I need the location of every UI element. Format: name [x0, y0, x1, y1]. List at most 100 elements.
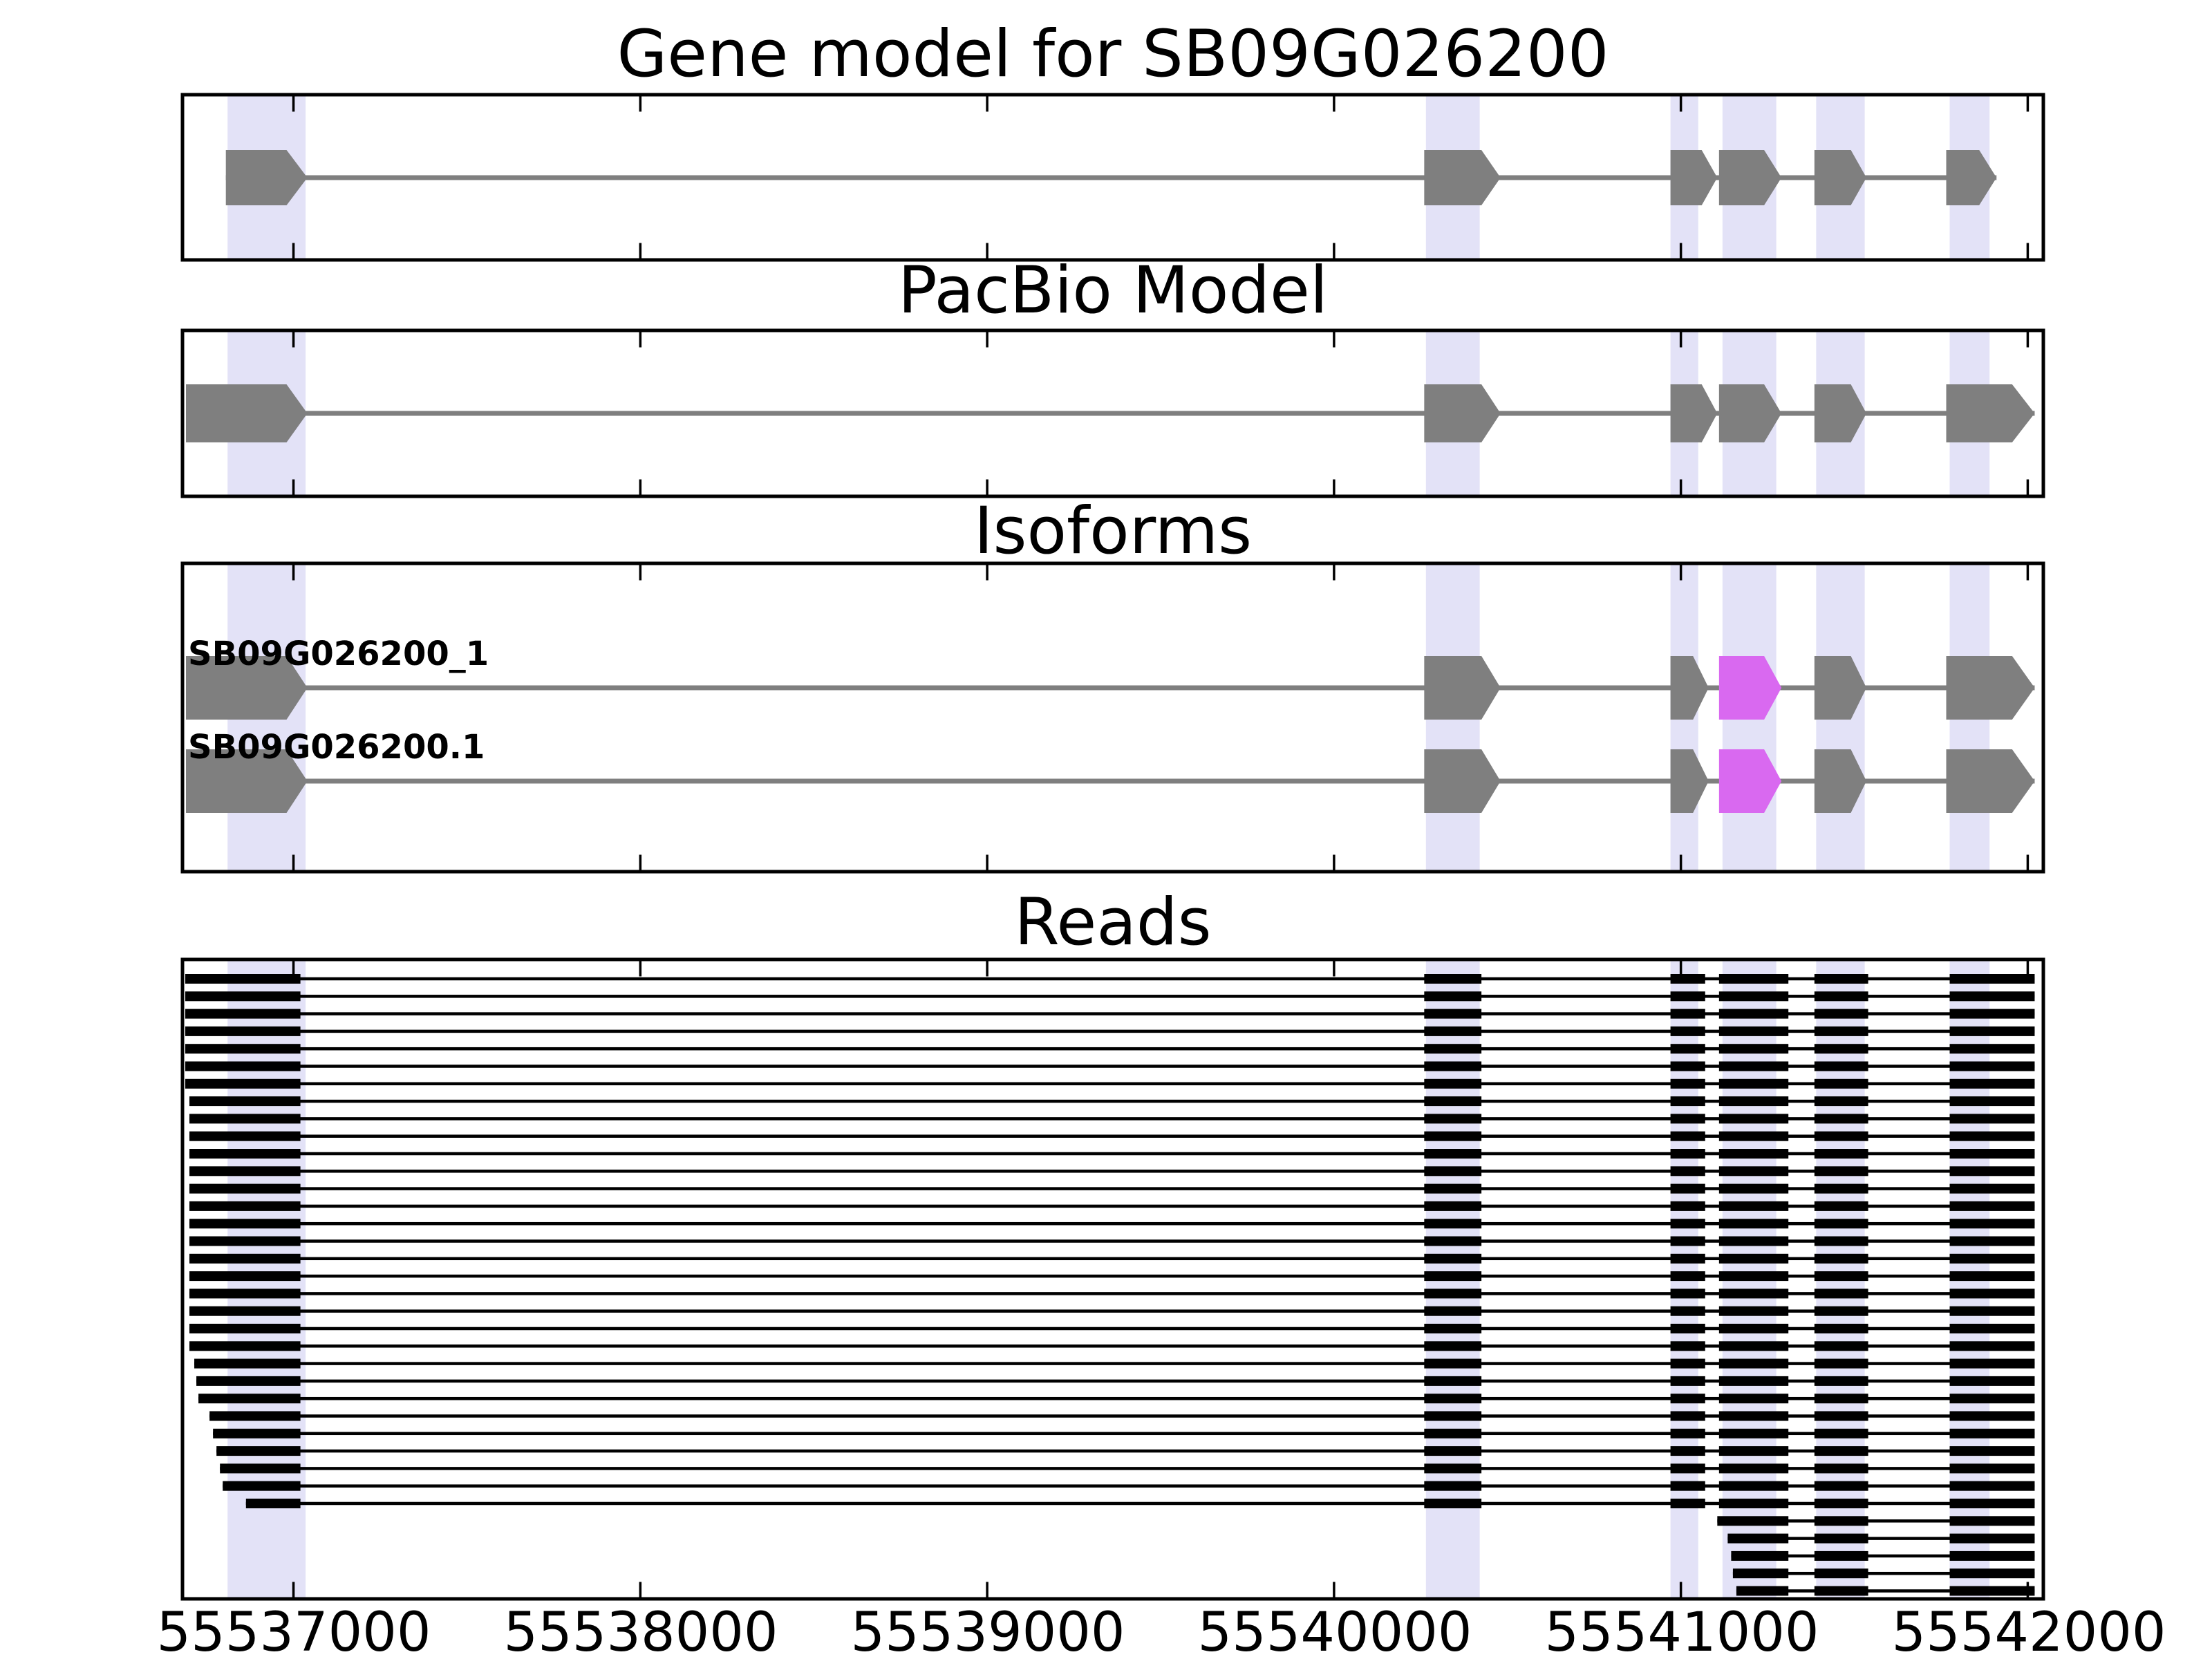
read-exon-block	[1814, 1446, 1868, 1456]
read-line	[185, 995, 2035, 998]
read-exon-block	[1949, 1463, 2035, 1474]
read-exon-block	[1670, 1306, 1705, 1316]
read-exon-block	[1424, 1078, 1482, 1089]
read-exon-block	[1949, 1026, 2035, 1036]
read-exon-block	[1670, 1061, 1705, 1071]
read-exon-block	[1718, 1341, 1789, 1351]
read-exon-block	[1949, 1446, 2035, 1456]
read-exon-block	[1718, 1253, 1789, 1264]
read-exon-block	[1670, 991, 1705, 1002]
exon-shape	[1718, 384, 1782, 442]
read-exon-block	[1718, 1061, 1789, 1071]
read-exon-block	[1718, 1149, 1789, 1159]
read-exon-block	[1670, 1481, 1705, 1491]
read-exon-block	[1670, 1219, 1705, 1229]
read-exon-block	[1814, 1131, 1868, 1141]
read-exon-block	[1718, 1009, 1789, 1019]
read-exon-block	[1814, 1324, 1868, 1333]
read-exon-block	[1949, 1586, 2035, 1596]
read-exon-block	[1670, 1096, 1705, 1107]
read-exon-block	[1424, 1288, 1482, 1299]
read-exon-block	[1670, 1183, 1705, 1194]
read-exon-block	[1731, 1550, 1789, 1561]
read-exon-block	[189, 1324, 301, 1333]
read-exon-block	[1949, 1061, 2035, 1071]
read-exon-block	[1814, 1306, 1868, 1316]
read-exon-block	[1718, 1219, 1789, 1229]
read-exon-block	[1949, 1306, 2035, 1316]
read-exon-block	[1424, 1358, 1482, 1369]
read-exon-block	[209, 1411, 301, 1421]
read-exon-block	[1718, 1131, 1789, 1141]
read-exon-block	[1949, 1499, 2035, 1508]
read-exon-block	[1949, 1533, 2035, 1544]
read-exon-block	[1949, 1078, 2035, 1089]
read-exon-block	[1424, 1061, 1482, 1071]
read-exon-block	[1424, 991, 1482, 1002]
read-exon-block	[1814, 1253, 1868, 1264]
read-exon-block	[1949, 1183, 2035, 1194]
read-exon-block	[189, 1306, 301, 1316]
read-exon-block	[1424, 1131, 1482, 1141]
read-exon-block	[1670, 1428, 1705, 1438]
read-exon-block	[1814, 1586, 1868, 1596]
read-exon-block	[1670, 1236, 1705, 1246]
read-exon-block	[185, 1044, 301, 1054]
read-exon-block	[1718, 1166, 1789, 1177]
read-exon-block	[1718, 1236, 1789, 1246]
read-exon-block	[1814, 974, 1868, 984]
read-line	[189, 1204, 2035, 1208]
read-exon-block	[1814, 1394, 1868, 1404]
reads-panel-title: Reads	[1014, 885, 1211, 960]
read-exon-block	[1949, 1149, 2035, 1159]
read-exon-block	[1424, 1463, 1482, 1474]
read-exon-block	[185, 991, 301, 1002]
x-axis-tick-label: 55538000	[503, 1602, 778, 1659]
isoform-label-2: SB09G026200.1	[188, 728, 485, 767]
read-exon-block	[189, 1131, 301, 1141]
read-exon-block	[1814, 1533, 1868, 1544]
isoform-label-1: SB09G026200_1	[188, 635, 489, 673]
read-exon-block	[1424, 1428, 1482, 1438]
read-exon-block	[1814, 1149, 1868, 1159]
read-exon-block	[1814, 1428, 1868, 1438]
read-exon-block	[185, 1009, 301, 1019]
read-exon-block	[189, 1166, 301, 1177]
exon-shape-highlighted	[1718, 656, 1782, 720]
read-line	[189, 1134, 2035, 1138]
read-exon-block	[1424, 1481, 1482, 1491]
exon-shape	[1814, 656, 1867, 720]
read-exon-block	[1670, 1078, 1705, 1089]
exon-shape	[1670, 384, 1718, 442]
read-exon-block	[1718, 1324, 1789, 1333]
read-exon-block	[1670, 1271, 1705, 1282]
read-exon-block	[1424, 1271, 1482, 1282]
read-exon-block	[1727, 1533, 1789, 1544]
read-exon-block	[1718, 1306, 1789, 1316]
read-exon-block	[1814, 1463, 1868, 1474]
read-exon-block	[1718, 1288, 1789, 1299]
read-exon-block	[1670, 1376, 1705, 1386]
read-exon-block	[1424, 1026, 1482, 1036]
read-exon-block	[1814, 991, 1868, 1002]
read-exon-block	[1949, 1219, 2035, 1229]
read-line	[189, 1152, 2035, 1156]
read-exon-block	[1814, 1376, 1868, 1386]
read-exon-block	[1736, 1586, 1789, 1596]
read-exon-block	[1424, 1096, 1482, 1107]
read-exon-block	[1717, 1516, 1789, 1526]
exon-shape	[186, 384, 308, 442]
read-exon-block	[1670, 1253, 1705, 1264]
read-exon-block	[1424, 1009, 1482, 1019]
text-layer: Gene model for SB09G026200 PacBio Model …	[156, 17, 2166, 1659]
read-exon-block	[1814, 1078, 1868, 1089]
read-exon-block	[1814, 1236, 1868, 1246]
read-line	[185, 1029, 2035, 1033]
panel-frame	[180, 93, 2045, 262]
read-exon-block	[1718, 1499, 1789, 1508]
read-exon-block	[1814, 1183, 1868, 1194]
x-axis-tick-label: 55542000	[1891, 1602, 2166, 1659]
read-exon-block	[220, 1463, 301, 1474]
read-exon-block	[1670, 974, 1705, 984]
read-exon-block	[1718, 1394, 1789, 1404]
